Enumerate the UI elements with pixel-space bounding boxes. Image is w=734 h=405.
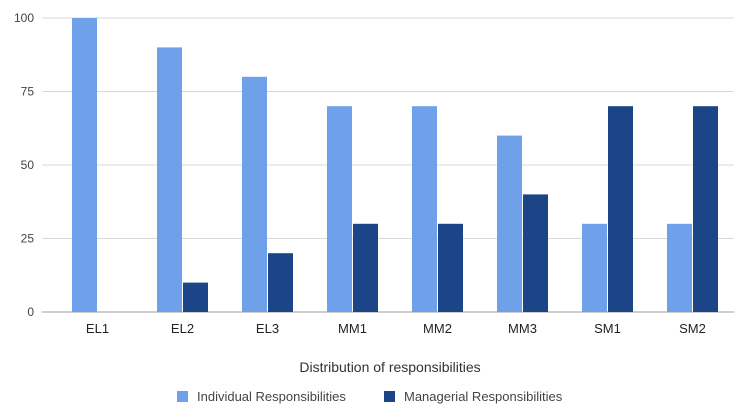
bar-individual-el1 — [72, 18, 97, 312]
legend: Individual Responsibilities Managerial R… — [177, 389, 563, 404]
bar-individual-el3 — [242, 76, 267, 312]
bar-managerial-mm3 — [523, 194, 548, 312]
bar-individual-mm1 — [327, 106, 352, 312]
x-axis-ticks: EL1 EL2 EL3 MM1 MM2 MM3 SM1 SM2 — [86, 321, 706, 336]
x-tick-label: EL2 — [171, 321, 194, 336]
x-tick-label: EL3 — [256, 321, 279, 336]
bar-individual-mm3 — [497, 135, 522, 312]
y-tick-label: 50 — [21, 158, 35, 172]
bar-individual-sm1 — [582, 223, 607, 312]
x-tick-label: SM2 — [679, 321, 706, 336]
y-axis-ticks: 0 25 50 75 100 — [14, 11, 34, 319]
x-tick-label: MM2 — [423, 321, 452, 336]
x-tick-label: EL1 — [86, 321, 109, 336]
y-tick-label: 75 — [21, 85, 35, 99]
y-tick-label: 0 — [27, 305, 34, 319]
x-axis-title: Distribution of responsibilities — [299, 359, 480, 375]
x-tick-label: SM1 — [594, 321, 621, 336]
x-tick-label: MM3 — [508, 321, 537, 336]
y-tick-label: 25 — [21, 232, 35, 246]
bar-managerial-mm2 — [438, 223, 463, 312]
y-tick-label: 100 — [14, 11, 34, 25]
legend-swatch-managerial — [384, 391, 395, 402]
legend-swatch-individual — [177, 391, 188, 402]
bar-managerial-el2 — [183, 282, 208, 312]
legend-label-individual: Individual Responsibilities — [197, 389, 346, 404]
bars — [72, 18, 718, 313]
bar-managerial-el3 — [268, 253, 293, 312]
x-tick-label: MM1 — [338, 321, 367, 336]
bar-individual-el2 — [157, 47, 182, 313]
bar-managerial-mm1 — [353, 223, 378, 312]
bar-individual-sm2 — [667, 223, 692, 312]
bar-managerial-sm1 — [608, 106, 633, 312]
bar-managerial-sm2 — [693, 106, 718, 312]
legend-label-managerial: Managerial Responsibilities — [404, 389, 563, 404]
bar-individual-mm2 — [412, 106, 437, 312]
